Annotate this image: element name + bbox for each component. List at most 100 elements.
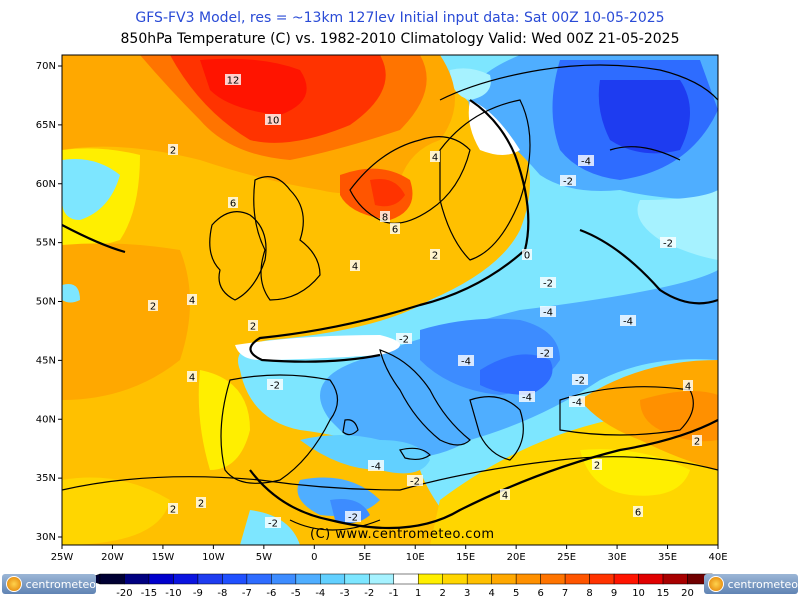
logo-left: centrometeo bbox=[2, 574, 96, 594]
lon-tick-label: 20E bbox=[507, 552, 526, 563]
colorbar-label: -2 bbox=[364, 588, 374, 599]
contour-label: 2 bbox=[150, 302, 156, 313]
model-title: GFS-FV3 Model, res = ~13km 127lev Initia… bbox=[135, 10, 665, 26]
map-subtitle: 850hPa Temperature (C) vs. 1982-2010 Cli… bbox=[120, 31, 680, 47]
colorbar-label: 6 bbox=[537, 588, 543, 599]
colorbar-label: 1 bbox=[415, 588, 421, 599]
contour-label: 2 bbox=[594, 461, 600, 472]
colorbar-swatch bbox=[246, 573, 272, 585]
colorbar-label: -8 bbox=[217, 588, 227, 599]
contour-label: -2 bbox=[540, 349, 550, 360]
contour-label: 2 bbox=[170, 146, 176, 157]
contour-label: 6 bbox=[230, 199, 236, 210]
contour-label: -2 bbox=[575, 376, 585, 387]
contour-label: 12 bbox=[227, 76, 240, 87]
colorbar: -20 -15 -10 -9 -8 -7 -6 -5 -4 -3 -2 -1 1 2 3 4 5 6 7 8 9 10 15… bbox=[85, 573, 727, 599]
contour-label: 4 bbox=[432, 153, 438, 164]
sun-icon bbox=[708, 576, 724, 592]
colorbar-swatch bbox=[662, 573, 688, 585]
colorbar-label: -15 bbox=[141, 588, 157, 599]
contour-label: 2 bbox=[250, 322, 256, 333]
lon-tick-label: 15W bbox=[152, 552, 175, 563]
colorbar-label: -3 bbox=[340, 588, 350, 599]
contour-label: 10 bbox=[267, 116, 280, 127]
colorbar-swatch bbox=[222, 573, 248, 585]
colorbar-label: -7 bbox=[242, 588, 252, 599]
contour-label: -2 bbox=[543, 279, 553, 290]
contour-label: -4 bbox=[572, 398, 582, 409]
sun-icon bbox=[6, 576, 22, 592]
logo-left-text: centrometeo bbox=[25, 577, 96, 591]
lon-tick-label: 25W bbox=[51, 552, 74, 563]
lat-tick-label: 45N bbox=[36, 355, 56, 366]
lon-tick-label: 10E bbox=[406, 552, 425, 563]
lon-tick-label: 0 bbox=[311, 552, 317, 563]
colorbar-swatch bbox=[148, 573, 174, 585]
logo-right: centrometeo bbox=[704, 574, 798, 594]
contour-label: -2 bbox=[410, 477, 420, 488]
lat-tick-label: 30N bbox=[36, 532, 56, 543]
lon-tick-label: 5E bbox=[358, 552, 371, 563]
colorbar-label: 2 bbox=[440, 588, 446, 599]
map-frame bbox=[61, 54, 719, 546]
colorbar-label: 4 bbox=[488, 588, 494, 599]
colorbar-swatch bbox=[466, 573, 492, 585]
colorbar-label: 9 bbox=[611, 588, 617, 599]
lon-tick-label: 25E bbox=[557, 552, 576, 563]
lon-tick-label: 5W bbox=[256, 552, 272, 563]
contour-label: 4 bbox=[352, 262, 358, 273]
colorbar-label: -1 bbox=[389, 588, 399, 599]
anomaly-field bbox=[62, 55, 718, 545]
colorbar-label: -20 bbox=[116, 588, 132, 599]
colorbar-swatch bbox=[295, 573, 321, 585]
lat-tick-label: 65N bbox=[36, 120, 56, 131]
contour-label: 2 bbox=[694, 437, 700, 448]
contour-label: -2 bbox=[268, 519, 278, 530]
contour-label: -2 bbox=[348, 513, 358, 524]
colorbar-swatch bbox=[589, 573, 615, 585]
contour-label: 8 bbox=[382, 213, 388, 224]
colorbar-swatch bbox=[99, 573, 125, 585]
colorbar-label: -6 bbox=[266, 588, 276, 599]
contour-label: -4 bbox=[623, 317, 633, 328]
colorbar-swatch bbox=[344, 573, 370, 585]
contour-label: -4 bbox=[522, 393, 532, 404]
colorbar-swatch bbox=[540, 573, 566, 585]
colorbar-swatch bbox=[564, 573, 590, 585]
colorbar-swatch bbox=[197, 573, 223, 585]
colorbar-swatch bbox=[369, 573, 395, 585]
colorbar-swatch bbox=[613, 573, 639, 585]
lat-tick-label: 55N bbox=[36, 238, 56, 249]
contour-label: -2 bbox=[399, 335, 409, 346]
colorbar-label: 15 bbox=[657, 588, 670, 599]
lon-tick-label: 10W bbox=[202, 552, 225, 563]
contour-label: 2 bbox=[170, 505, 176, 516]
contour-label: 4 bbox=[502, 491, 508, 502]
colorbar-label: 20 bbox=[681, 588, 694, 599]
contour-label: -2 bbox=[270, 381, 280, 392]
colorbar-swatch bbox=[515, 573, 541, 585]
contour-label: -2 bbox=[563, 177, 573, 188]
colorbar-swatch bbox=[638, 573, 664, 585]
colorbar-label: 5 bbox=[513, 588, 519, 599]
lat-tick-label: 40N bbox=[36, 414, 56, 425]
contour-label: 2 bbox=[198, 499, 204, 510]
zero-contour bbox=[62, 99, 718, 530]
contour-label: -4 bbox=[581, 157, 591, 168]
latitude-axis: 70N 65N 60N 55N 50N 45N 40N 35N 30N bbox=[36, 61, 62, 543]
lon-tick-label: 35E bbox=[658, 552, 677, 563]
lat-tick-label: 50N bbox=[36, 297, 56, 308]
colorbar-swatch bbox=[320, 573, 346, 585]
colorbar-swatch bbox=[173, 573, 199, 585]
contour-label: 6 bbox=[635, 508, 641, 519]
contour-label: -2 bbox=[663, 239, 673, 250]
contour-label: 4 bbox=[189, 373, 195, 384]
longitude-axis: 25W 20W 15W 10W 5W 0 5E 10E 15E 20E 25E 30E 35E 40E bbox=[51, 545, 728, 563]
colorbar-label: -4 bbox=[315, 588, 325, 599]
lat-tick-label: 70N bbox=[36, 61, 56, 72]
colorbar-label: 3 bbox=[464, 588, 470, 599]
lon-tick-label: 15E bbox=[456, 552, 475, 563]
contour-label: 6 bbox=[392, 225, 398, 236]
